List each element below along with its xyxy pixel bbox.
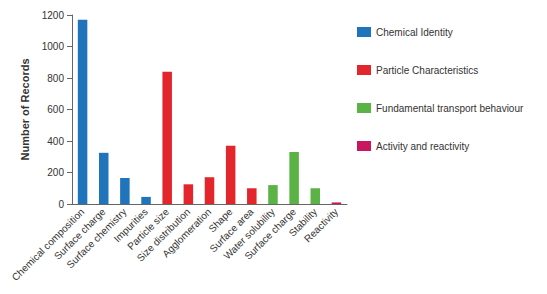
- svg-text:400: 400: [47, 136, 64, 147]
- svg-text:Stability: Stability: [286, 206, 320, 239]
- svg-text:Fundamental transport behaviou: Fundamental transport behaviour: [376, 103, 524, 114]
- svg-text:Size distribution: Size distribution: [134, 206, 193, 264]
- svg-text:Agglomeration: Agglomeration: [160, 206, 213, 259]
- svg-text:1000: 1000: [42, 41, 65, 52]
- svg-text:Surface charge: Surface charge: [52, 206, 108, 262]
- svg-text:0: 0: [58, 199, 64, 210]
- svg-text:Particle Characteristics: Particle Characteristics: [376, 65, 478, 76]
- svg-text:Impurities: Impurities: [111, 206, 150, 245]
- svg-text:800: 800: [47, 73, 64, 84]
- svg-text:Shape: Shape: [206, 206, 235, 235]
- svg-text:1200: 1200: [42, 10, 65, 21]
- svg-text:Chemical Identity: Chemical Identity: [376, 27, 453, 38]
- svg-text:Surface charge: Surface charge: [242, 206, 298, 262]
- svg-text:600: 600: [47, 104, 64, 115]
- svg-text:200: 200: [47, 167, 64, 178]
- svg-text:Number of Records: Number of Records: [19, 58, 31, 160]
- svg-text:Activity and reactivity: Activity and reactivity: [376, 141, 469, 152]
- svg-text:Surface chemistry: Surface chemistry: [64, 206, 129, 271]
- svg-text:Surface area: Surface area: [207, 206, 256, 255]
- svg-text:Reactivity: Reactivity: [302, 206, 340, 244]
- svg-text:Chemical composition: Chemical composition: [9, 206, 87, 283]
- svg-text:Particle size: Particle size: [125, 206, 172, 252]
- svg-text:Water solubility: Water solubility: [221, 206, 277, 262]
